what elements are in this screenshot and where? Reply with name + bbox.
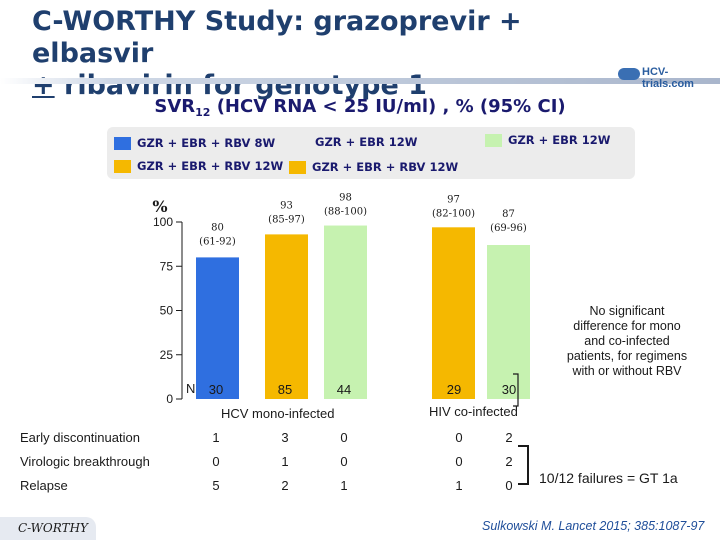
bar-value-label: 97 <box>447 194 460 205</box>
bar-ci-label: (88-100) <box>324 207 367 218</box>
bar-value-label: 98 <box>339 193 352 204</box>
table-row-label: Early discontinuation <box>20 430 140 445</box>
bar-ci-label: (61-92) <box>199 236 236 247</box>
bar-ci-label: (69-96) <box>490 223 527 234</box>
slide-title: C-WORTHY Study: grazoprevir + elbasvir + … <box>32 6 652 102</box>
logo-text: HCV-trials.com <box>642 66 694 90</box>
group-label-mono: HCV mono-infected <box>221 406 335 421</box>
legend-item: GZR + EBR + RBV 12W <box>114 159 283 173</box>
legend-item: GZR + EBR 12W <box>485 133 610 147</box>
legend-item: GZR + EBR + RBV 8W <box>114 136 275 150</box>
y-tick-label: 50 <box>160 304 174 318</box>
table-cell: 0 <box>455 454 463 469</box>
table-cell: 1 <box>455 478 463 493</box>
table-cell: 2 <box>281 478 289 493</box>
y-axis-label: % <box>152 197 167 216</box>
citation: Sulkowski M. Lancet 2015; 385:1087-97 <box>482 519 705 533</box>
y-tick-label: 0 <box>166 392 173 406</box>
subtitle-post: (HCV RNA < 25 IU/ml) , % (95% CI) <box>210 96 566 117</box>
legend-item: GZR + EBR 12W <box>315 135 417 149</box>
table-cell: 0 <box>505 478 513 493</box>
table-cell: 0 <box>212 454 220 469</box>
legend-swatch <box>114 136 131 150</box>
table-cell: 1 <box>281 454 289 469</box>
legend-label: GZR + EBR + RBV 12W <box>312 160 459 174</box>
study-badge: C-WORTHY <box>0 517 96 540</box>
legend-swatch <box>114 159 131 173</box>
title-plus-minus: + <box>32 70 55 101</box>
hcv-trials-logo: HCV-trials.com <box>618 64 718 90</box>
bar-value-label: 80 <box>211 222 224 233</box>
bar <box>265 234 308 399</box>
table-cell: 0 <box>455 430 463 445</box>
group-label-coinfected: HIV co-infected <box>429 404 518 419</box>
bar-ci-label: (82-100) <box>432 208 475 219</box>
bar <box>324 225 367 399</box>
table-row-label: Virologic breakthrough <box>20 454 150 469</box>
bar <box>487 245 530 399</box>
legend-swatch <box>485 133 502 147</box>
chart-legend: GZR + EBR + RBV 8W GZR + EBR 12W GZR + E… <box>107 127 635 179</box>
study-badge-text: C-WORTHY <box>18 521 88 535</box>
legend-label: GZR + EBR + RBV 12W <box>137 159 284 173</box>
logo-mark-icon <box>618 68 640 80</box>
table-cell: 5 <box>212 478 220 493</box>
title-rule <box>0 78 720 84</box>
table-cell: 0 <box>340 454 348 469</box>
legend-item: GZR + EBR + RBV 12W <box>289 160 458 174</box>
y-tick-label: 75 <box>160 259 174 273</box>
n-value: 30 <box>208 382 224 397</box>
n-label: N <box>186 381 196 396</box>
bar-value-label: 87 <box>502 209 515 220</box>
legend-label: GZR + EBR 12W <box>315 135 418 149</box>
chart-subtitle: SVR12 (HCV RNA < 25 IU/ml) , % (95% CI) <box>0 96 720 119</box>
bracket-coinfected <box>513 373 519 407</box>
n-value: 85 <box>277 382 293 397</box>
table-cell: 1 <box>212 430 220 445</box>
title-line-2: ribavirin for genotype 1 <box>54 70 427 101</box>
table-row-label: Relapse <box>20 478 68 493</box>
bar-ci-label: (85-97) <box>268 214 305 225</box>
table-cell: 2 <box>505 454 513 469</box>
subtitle-pre: SVR <box>154 96 196 117</box>
legend-swatch <box>289 160 306 174</box>
bar <box>432 227 475 399</box>
significance-note: No significant difference for mono and c… <box>566 304 688 378</box>
bar <box>196 257 239 399</box>
failures-note: 10/12 failures = GT 1a <box>539 470 678 486</box>
n-value: 44 <box>336 382 352 397</box>
subtitle-sub: 12 <box>195 106 211 119</box>
y-tick-label: 100 <box>153 215 173 229</box>
n-value: 29 <box>446 382 462 397</box>
bar-value-label: 93 <box>280 200 293 211</box>
n-value: 30 <box>501 382 517 397</box>
y-tick-label: 25 <box>160 348 174 362</box>
title-line-1: C-WORTHY Study: grazoprevir + elbasvir <box>32 6 522 69</box>
legend-label: GZR + EBR 12W <box>508 133 611 147</box>
legend-label: GZR + EBR + RBV 8W <box>137 136 276 150</box>
table-cell: 1 <box>340 478 348 493</box>
table-cell: 3 <box>281 430 289 445</box>
bracket-failures <box>518 445 529 485</box>
table-cell: 0 <box>340 430 348 445</box>
table-cell: 2 <box>505 430 513 445</box>
